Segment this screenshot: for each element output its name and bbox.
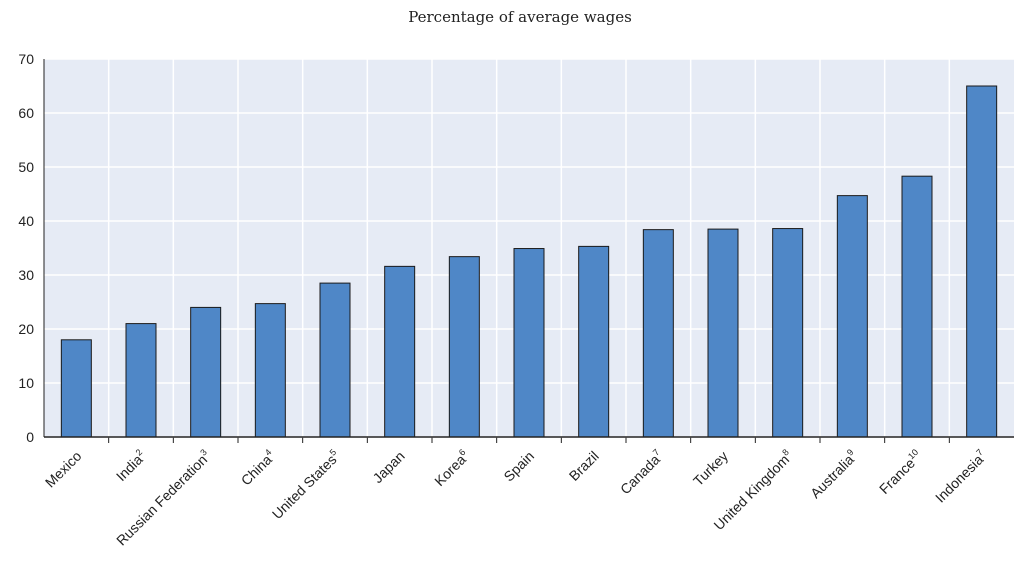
- bar: [513, 248, 545, 438]
- category-name: Japan: [369, 448, 407, 486]
- category-name: United States: [269, 451, 340, 522]
- bar: [901, 175, 933, 438]
- y-tick-label: 60: [18, 105, 34, 121]
- x-tick-label: Korea6: [430, 447, 472, 489]
- category-note: 4: [263, 447, 274, 458]
- category-name: Australia: [807, 451, 857, 501]
- y-tick-label: 70: [18, 51, 34, 67]
- x-tick-label: Spain: [500, 448, 537, 485]
- y-tick-label: 20: [18, 321, 34, 337]
- bar: [190, 306, 222, 438]
- bar: [125, 323, 157, 438]
- category-name: Turkey: [690, 448, 731, 489]
- x-tick-label: Australia9: [806, 447, 860, 501]
- bar: [448, 256, 480, 438]
- category-note: 3: [198, 447, 209, 458]
- category-note: 6: [457, 447, 468, 458]
- category-note: 7: [651, 447, 662, 458]
- y-tick-label: 0: [26, 429, 34, 445]
- x-tick-label: China4: [237, 447, 278, 488]
- x-tick-label: Brazil: [566, 448, 602, 484]
- chart-subtitle: Percentage of average wages: [408, 8, 632, 26]
- category-name: Canada: [617, 451, 663, 497]
- x-tick-label: Mexico: [42, 448, 85, 491]
- x-tick-label: India2: [112, 447, 149, 484]
- category-note: 9: [845, 447, 856, 458]
- bar: [836, 195, 868, 438]
- bar: [384, 265, 416, 438]
- category-name: Spain: [500, 448, 537, 485]
- bar: [642, 229, 674, 438]
- x-tick-label: Turkey: [690, 448, 731, 489]
- bar: [707, 228, 739, 438]
- bar: [578, 245, 610, 438]
- x-tick-label: France10: [875, 447, 925, 497]
- y-tick-label: 30: [18, 267, 34, 283]
- x-tick-label: Japan: [369, 448, 407, 486]
- bar: [319, 282, 351, 438]
- x-tick-label: Canada7: [616, 447, 666, 497]
- bar: [966, 85, 998, 438]
- y-tick-label: 50: [18, 159, 34, 175]
- x-tick-label: United States5: [268, 447, 343, 522]
- category-note: 8: [780, 447, 791, 458]
- category-name: Indonesia: [932, 451, 986, 505]
- category-name: Brazil: [566, 448, 602, 484]
- y-tick-label: 10: [18, 375, 34, 391]
- x-tick-label: Indonesia7: [931, 447, 990, 506]
- bar: [60, 339, 92, 438]
- category-note: 2: [134, 447, 145, 458]
- category-note: 5: [328, 447, 339, 458]
- y-tick-label: 40: [18, 213, 34, 229]
- category-name: Mexico: [42, 448, 85, 491]
- category-note: 7: [974, 447, 985, 458]
- bar: [772, 228, 804, 438]
- bar: [254, 303, 286, 438]
